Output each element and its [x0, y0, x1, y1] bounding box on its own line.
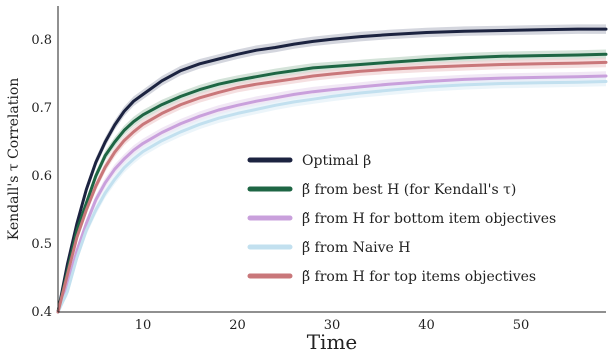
x-tick-label: 50	[513, 318, 530, 333]
x-tick-labels: 10 20 30 40 50	[135, 318, 529, 333]
x-tick-label: 20	[229, 318, 246, 333]
series-line-4	[56, 80, 608, 314]
y-tick-label: 0.5	[31, 237, 52, 252]
series-line-2	[56, 52, 608, 314]
series-line-1	[56, 27, 608, 314]
y-tick-labels: 0.4 0.5 0.6 0.7 0.8	[31, 33, 52, 320]
series-line-3	[56, 74, 608, 314]
legend: Optimal β β̃ from best H (for Kendall's τ…	[247, 153, 556, 285]
legend-label: β̃ from H for bottom item objectives	[302, 211, 556, 227]
y-tick-label: 0.4	[31, 305, 52, 320]
x-tick-label: 30	[324, 318, 341, 333]
y-tick-label: 0.6	[31, 169, 52, 184]
series-lines	[56, 27, 608, 314]
y-axis-title: Kendall's τ Correlation	[6, 78, 22, 241]
y-tick-label: 0.8	[31, 33, 52, 48]
axes	[57, 6, 606, 313]
legend-label: β̃ from Naive H	[302, 240, 411, 256]
legend-label: β̃ from H for top items objectives	[302, 269, 536, 285]
legend-label: Optimal β	[302, 153, 371, 169]
legend-label: β̃ from best H (for Kendall's τ)	[302, 182, 516, 198]
x-tick-label: 40	[418, 318, 435, 333]
y-tick-label: 0.7	[31, 101, 52, 116]
series-line-5	[56, 60, 608, 314]
x-tick-label: 10	[135, 318, 152, 333]
x-axis-title: Time	[307, 330, 358, 354]
